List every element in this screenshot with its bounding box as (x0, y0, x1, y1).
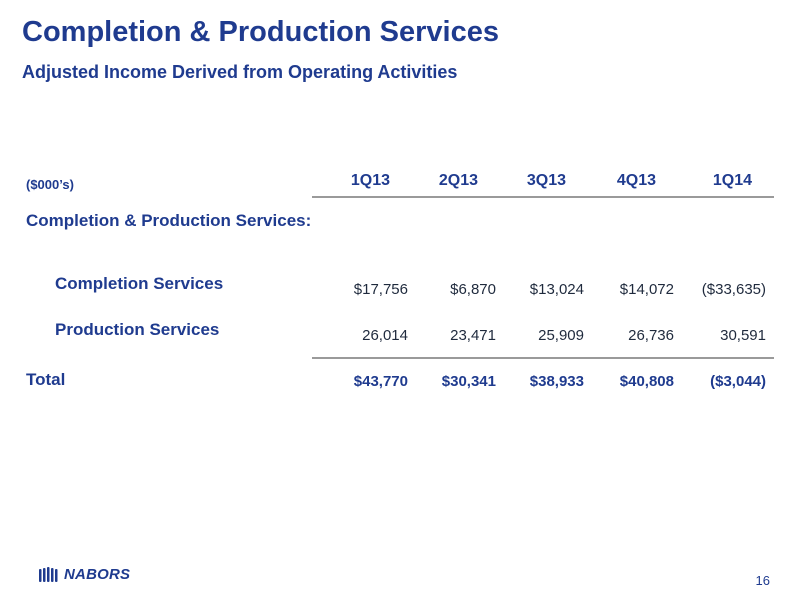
nabors-stripes-icon (39, 566, 58, 582)
table-cell: ($33,635) (701, 281, 766, 298)
row-label-total: Total (26, 370, 66, 389)
units-label: ($000’s) (26, 177, 74, 192)
row-label-production-services: Production Services (55, 320, 220, 339)
total-cell: $40,808 (619, 373, 674, 390)
page-subtitle: Adjusted Income Derived from Operating A… (22, 62, 458, 82)
page-title: Completion & Production Services (22, 16, 499, 48)
table-cell: $6,870 (450, 281, 496, 298)
section-label: Completion & Production Services: (26, 211, 312, 230)
company-logo: NABORS (38, 566, 130, 583)
total-divider (312, 357, 774, 359)
total-cell: ($3,044) (710, 373, 766, 390)
table-cell: $17,756 (353, 281, 408, 298)
header-divider (312, 196, 774, 198)
page-number: 16 (755, 573, 770, 588)
table-cell: $13,024 (529, 281, 584, 298)
column-header-4q13: 4Q13 (616, 172, 656, 189)
total-cell: $43,770 (353, 373, 408, 390)
table-cell: $14,072 (619, 281, 674, 298)
column-header-1q13: 1Q13 (350, 172, 390, 189)
column-header-1q14: 1Q14 (712, 172, 752, 189)
table-cell: 25,909 (538, 327, 584, 344)
row-label-completion-services: Completion Services (55, 274, 224, 293)
column-header-3q13: 3Q13 (526, 172, 566, 189)
table-cell: 23,471 (450, 327, 496, 344)
total-cell: $30,341 (441, 373, 496, 390)
table-cell: 30,591 (720, 327, 766, 344)
table-cell: 26,014 (362, 327, 408, 344)
table-cell: 26,736 (628, 327, 674, 344)
column-header-2q13: 2Q13 (438, 172, 478, 189)
total-cell: $38,933 (529, 373, 584, 390)
logo-text: NABORS (64, 566, 131, 583)
